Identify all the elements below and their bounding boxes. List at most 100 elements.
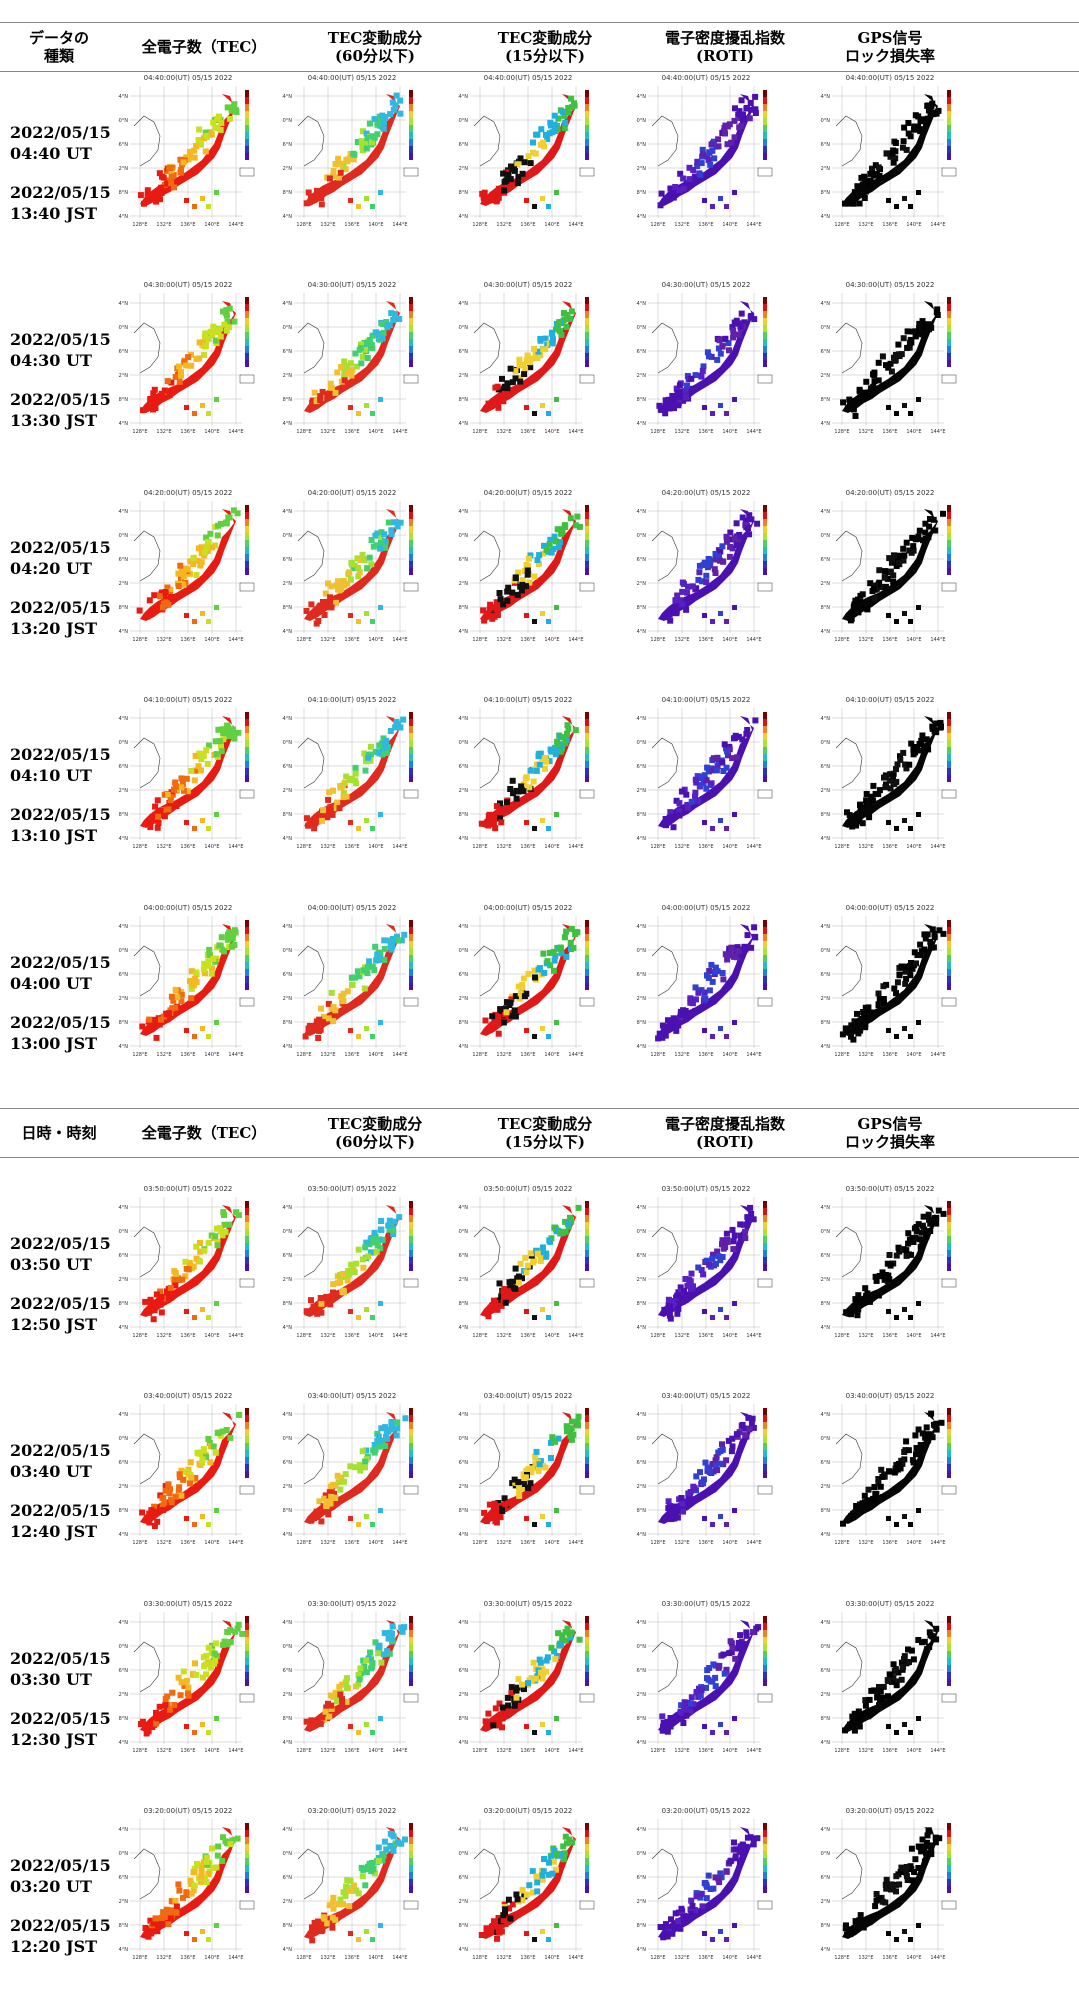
data-pixel — [327, 1902, 333, 1908]
legend-box — [758, 1694, 772, 1702]
island-marker — [702, 1309, 707, 1314]
data-pixel — [677, 813, 683, 819]
data-pixel — [855, 811, 861, 817]
data-pixel — [507, 1279, 513, 1285]
data-pixel — [918, 1244, 924, 1250]
data-pixel — [481, 194, 487, 200]
latitude-label: 40°N — [820, 325, 830, 331]
latitude-label: 40°N — [118, 1436, 128, 1442]
island-marker — [364, 818, 369, 823]
data-pixel — [531, 1660, 537, 1666]
data-pixel — [886, 1468, 892, 1474]
colorbar-segment — [585, 1637, 589, 1644]
colorbar-segment — [585, 561, 589, 568]
column-header-line: (60分以下) — [335, 1133, 415, 1151]
data-pixel — [153, 1915, 159, 1921]
colorbar-segment — [409, 941, 413, 948]
island-marker — [184, 613, 189, 618]
colorbar — [763, 505, 767, 575]
data-pixel — [925, 116, 931, 122]
coastline — [652, 1642, 678, 1692]
colorbar-segment — [585, 1464, 589, 1471]
colorbar-segment — [409, 1236, 413, 1243]
colorbar — [409, 505, 413, 575]
data-pixel — [343, 1471, 349, 1477]
data-pixel — [349, 982, 355, 988]
latitude-label: 40°N — [458, 1851, 468, 1857]
data-pixel — [904, 540, 910, 546]
colorbar-segment — [409, 1229, 413, 1236]
data-pixel — [497, 590, 503, 596]
island-marker — [894, 1730, 899, 1735]
colorbar-segment — [585, 1208, 589, 1215]
latitude-label: 32°N — [636, 996, 646, 1002]
island-marker — [206, 1315, 211, 1320]
island-marker — [206, 619, 211, 624]
colorbar-segment — [245, 1851, 249, 1858]
data-pixel — [205, 761, 211, 767]
colorbar-segment — [947, 1415, 951, 1422]
map-tec60: 04:10:00(UT) 05/15 202244°N40°N36°N32°N2… — [282, 694, 422, 874]
map-tec: 03:20:00(UT) 05/15 202244°N40°N36°N32°N2… — [118, 1805, 258, 1985]
latitude-label: 28°N — [636, 605, 646, 611]
longitude-label: 136°E — [344, 844, 359, 850]
data-pixel — [145, 187, 151, 193]
data-pixel — [900, 750, 906, 756]
data-pixel — [678, 1012, 684, 1018]
longitude-label: 144°E — [568, 844, 583, 850]
coastline — [836, 323, 862, 373]
map-image: 03:30:00(UT) 05/15 202244°N40°N36°N32°N2… — [118, 1598, 258, 1778]
colorbar-segment — [245, 104, 249, 111]
data-pixel — [667, 1304, 673, 1310]
data-pixel — [196, 127, 202, 133]
longitude-label: 136°E — [520, 1955, 535, 1961]
data-pixel — [394, 1426, 400, 1432]
data-pixel — [862, 1285, 868, 1291]
data-pixel — [715, 136, 721, 142]
data-pixel — [724, 1239, 730, 1245]
data-pixel — [699, 1687, 705, 1693]
island-marker — [540, 818, 545, 823]
colorbar-segment — [245, 1264, 249, 1271]
data-pixel — [575, 1419, 581, 1425]
data-pixel — [675, 390, 681, 396]
data-pixel — [401, 1624, 407, 1630]
colorbar-segment — [763, 97, 767, 104]
data-pixel — [521, 371, 527, 377]
data-pixel — [159, 1915, 165, 1921]
data-pixel — [548, 1455, 554, 1461]
data-pixel — [856, 609, 862, 615]
longitude-label: 136°E — [882, 429, 897, 435]
data-pixel — [879, 1695, 885, 1701]
island-marker — [200, 818, 205, 823]
longitude-label: 136°E — [882, 1052, 897, 1058]
map-timestamp: 04:20:00(UT) 05/15 2022 — [308, 489, 397, 497]
data-pixel — [304, 608, 310, 614]
data-pixel — [871, 370, 877, 376]
map-timestamp: 04:40:00(UT) 05/15 2022 — [846, 74, 935, 82]
data-pixel — [364, 970, 370, 976]
legend-box — [942, 583, 956, 591]
latitude-label: 24°N — [820, 421, 830, 427]
latitude-label: 24°N — [458, 1325, 468, 1331]
data-pixel — [876, 567, 882, 573]
latitude-label: 40°N — [636, 1644, 646, 1650]
colorbar-segment — [763, 1450, 767, 1457]
data-pixel — [529, 356, 535, 362]
data-pixel — [536, 753, 542, 759]
data-pixel — [338, 993, 344, 999]
colorbar-segment — [585, 719, 589, 726]
longitude-label: 140°E — [544, 637, 559, 643]
data-pixel — [714, 767, 720, 773]
latitude-label: 44°N — [636, 94, 646, 100]
data-pixel — [510, 379, 516, 385]
colorbar-segment — [763, 526, 767, 533]
longitude-label: 136°E — [180, 637, 195, 643]
latitude-label: 44°N — [118, 1827, 128, 1833]
legend-box — [758, 583, 772, 591]
data-pixel — [318, 1301, 324, 1307]
colorbar-segment — [947, 512, 951, 519]
legend-box — [240, 583, 254, 591]
data-pixel — [338, 170, 344, 176]
island-marker — [540, 1722, 545, 1727]
